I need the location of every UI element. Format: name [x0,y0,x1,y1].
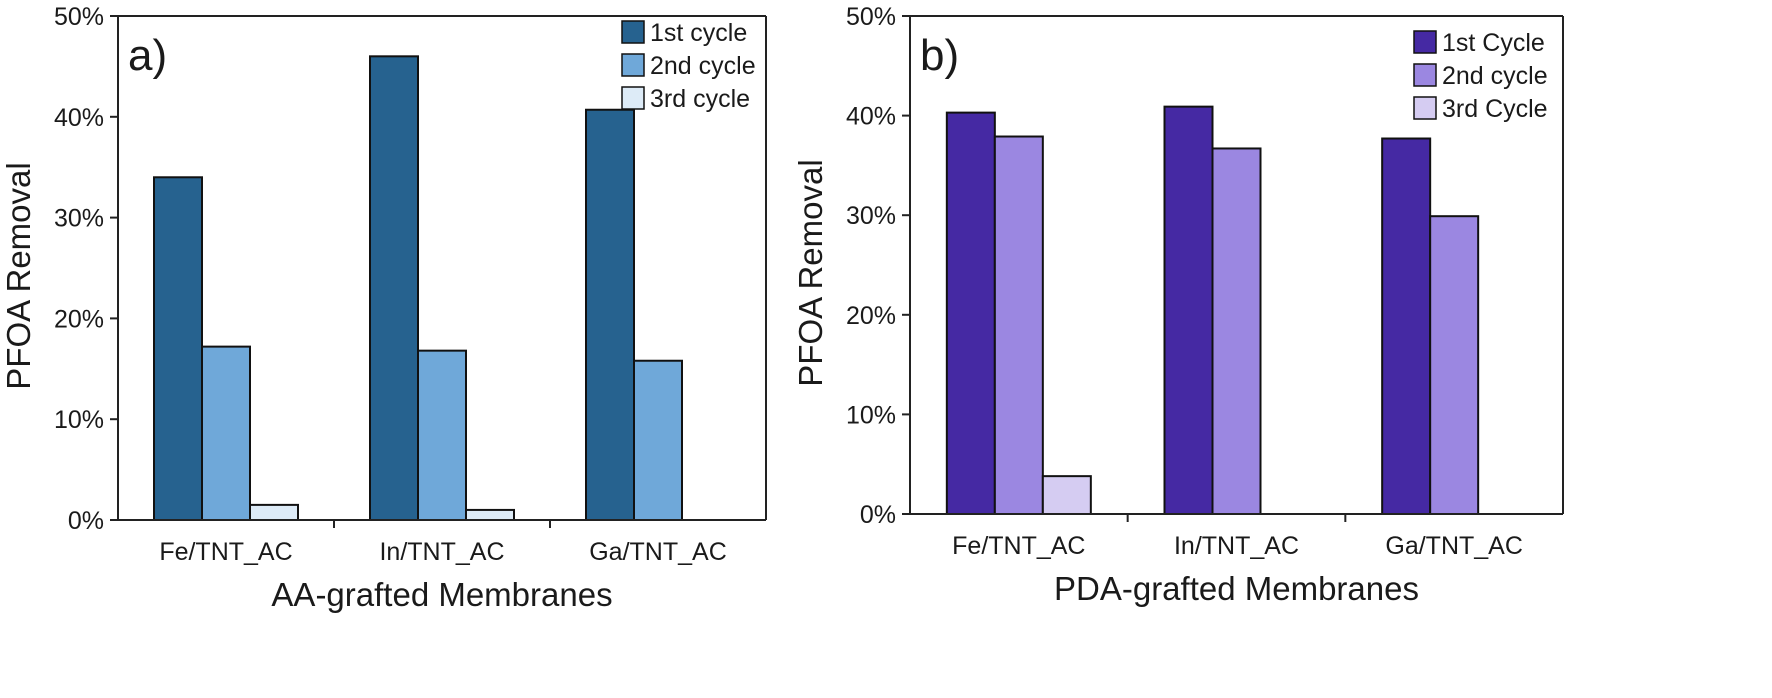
y-tick-label: 0% [860,501,896,529]
bar-2-3 [633,359,683,521]
legend-swatch [1413,30,1437,54]
bar-2-3 [1429,215,1480,515]
y-tick-label: 50% [54,3,104,31]
chart-panel-2: 0% 10% 20% 30% 40% 50% Fe/TNT_AC In/TNT_AC Ga/TN… [792,3,1564,607]
x-tick-label: In/TNT_AC [379,538,504,566]
legend-swatch [1413,96,1437,120]
y-tick-label: 20% [54,305,104,333]
y-tick-label: 30% [54,205,104,233]
bar-2-1 [993,135,1044,516]
x-tick-label: In/TNT_AC [1174,532,1299,560]
y-tick-label: 10% [54,406,104,434]
bar-1-2 [1163,105,1214,516]
legend: 1st cycle 2nd cycle 3rd cycle [621,19,756,113]
panel-label: b) [920,31,959,80]
y-tick-label: 0% [68,507,104,535]
y-tick-label: 50% [846,3,896,31]
panel-label: a) [128,31,167,80]
x-tick-label: Fe/TNT_AC [952,532,1085,560]
y-tick-label: 40% [54,104,104,132]
x-tick-label: Fe/TNT_AC [159,538,292,566]
bar-1-1 [153,176,203,521]
legend-swatch [1413,63,1437,87]
bar-1-1 [945,111,996,515]
y-tick-label: 30% [846,202,896,230]
bar-3-1 [249,503,299,522]
y-tick-label: 20% [846,302,896,330]
y-tick-label: 40% [846,103,896,131]
bar-1-3 [1381,137,1432,515]
legend-label: 2nd cycle [650,52,756,80]
legend-swatch [621,20,645,44]
bar-2-2 [1211,147,1262,516]
y-axis-title: PFOA Removal [0,162,37,389]
x-tick-label: Ga/TNT_AC [589,538,727,566]
legend-swatch [621,53,645,77]
legend-swatch [621,86,645,110]
bar-1-2 [369,55,419,521]
x-axis-title: AA-grafted Membranes [271,576,612,613]
legend-label: 1st cycle [650,19,747,47]
bar-3-1 [1041,475,1092,516]
y-tick-label: 10% [846,401,896,429]
legend-label: 3rd Cycle [1442,95,1548,123]
legend: 1st Cycle 2nd cycle 3rd Cycle [1413,29,1548,123]
y-axis-title: PFOA Removal [792,159,829,386]
legend-label: 2nd cycle [1442,62,1548,90]
bar-2-1 [201,345,251,521]
legend-label: 1st Cycle [1442,29,1545,57]
bar-3-2 [465,508,515,522]
bar-2-2 [417,349,467,521]
x-axis-title: PDA-grafted Membranes [1054,570,1419,607]
legend-label: 3rd cycle [650,85,750,113]
x-tick-label: Ga/TNT_AC [1385,532,1523,560]
chart-panel-1: 0% 10% 20% 30% 40% 50% Fe/TNT_AC In/TNT_AC Ga/TN… [0,3,767,613]
bar-1-3 [585,108,635,522]
